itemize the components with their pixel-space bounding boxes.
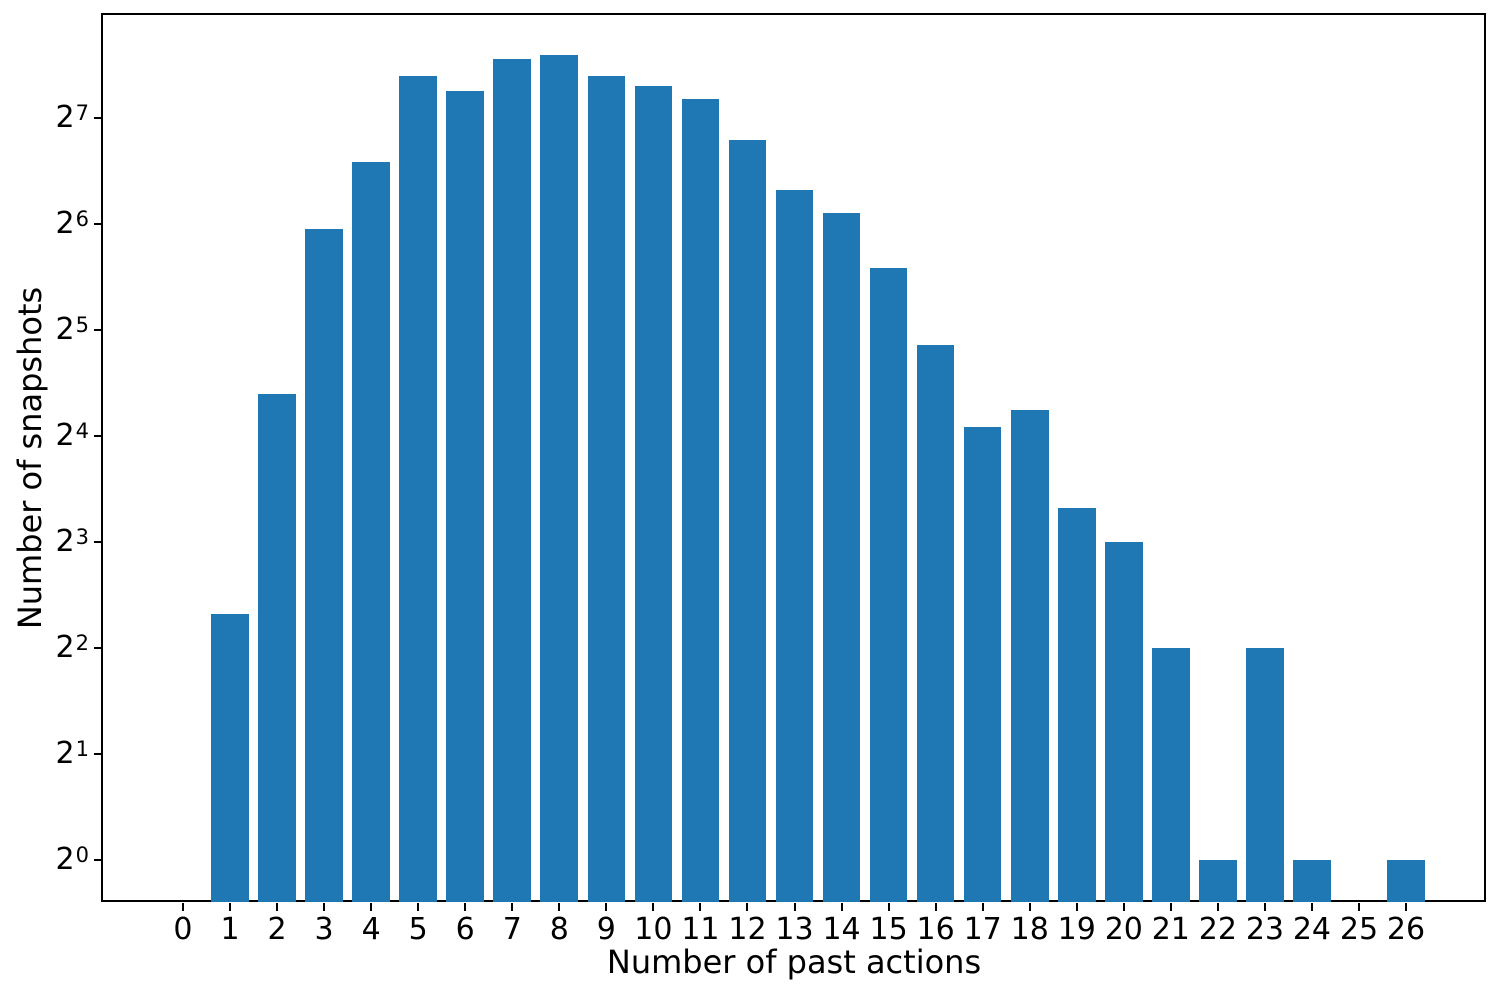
x-tick-label: 25 xyxy=(1339,912,1379,947)
x-tick-mark xyxy=(605,903,608,911)
x-tick-label: 17 xyxy=(963,912,1002,947)
x-tick-label: 20 xyxy=(1104,912,1143,947)
y-tick-label: 26 xyxy=(55,206,89,242)
y-tick-label: 21 xyxy=(55,736,89,772)
y-tick-label: 20 xyxy=(55,842,89,878)
bar xyxy=(1057,507,1096,902)
bar xyxy=(399,76,437,902)
x-tick-label: 1 xyxy=(220,912,240,947)
x-tick-label: 5 xyxy=(408,912,428,947)
y-tick-label: 24 xyxy=(55,418,89,454)
y-tick-label: 23 xyxy=(55,524,89,560)
y-tick-mark xyxy=(94,647,102,650)
x-tick-label: 7 xyxy=(502,912,522,947)
x-axis-title: Number of past actions xyxy=(606,943,982,981)
x-tick-label: 13 xyxy=(775,912,814,947)
x-tick-mark xyxy=(652,903,655,911)
bar xyxy=(916,345,955,902)
x-tick-mark xyxy=(370,903,373,911)
bar xyxy=(493,59,532,902)
x-tick-mark xyxy=(558,903,561,911)
bar xyxy=(258,394,296,902)
x-tick-mark xyxy=(887,903,890,911)
x-tick-label: 24 xyxy=(1292,912,1332,947)
y-tick-mark xyxy=(94,329,102,332)
bar xyxy=(1387,860,1425,902)
x-tick-mark xyxy=(511,903,514,911)
x-tick-label: 15 xyxy=(869,912,908,947)
x-tick-label: 26 xyxy=(1386,912,1426,947)
bar xyxy=(446,90,485,902)
x-tick-label: 2 xyxy=(267,912,287,947)
bar xyxy=(1152,648,1190,902)
y-tick-mark xyxy=(94,541,102,544)
x-tick-label: 0 xyxy=(173,912,193,947)
y-tick-mark xyxy=(94,223,102,226)
bar xyxy=(1104,542,1143,902)
x-tick-mark xyxy=(840,903,843,911)
y-tick-mark xyxy=(94,859,102,862)
bar xyxy=(1293,860,1331,902)
x-tick-label: 8 xyxy=(549,912,569,947)
x-tick-mark xyxy=(1169,903,1172,911)
x-tick-mark xyxy=(1028,903,1031,911)
x-tick-mark xyxy=(1310,903,1313,911)
x-tick-mark xyxy=(464,903,467,911)
x-tick-label: 11 xyxy=(681,912,720,947)
x-tick-label: 22 xyxy=(1198,912,1237,947)
bar xyxy=(211,613,249,902)
bar xyxy=(305,228,343,902)
x-tick-mark xyxy=(417,903,420,911)
bar xyxy=(822,212,861,902)
bar xyxy=(728,139,767,902)
bar xyxy=(963,426,1002,902)
x-tick-label: 14 xyxy=(822,912,861,947)
x-tick-label: 21 xyxy=(1151,912,1190,947)
x-tick-label: 18 xyxy=(1010,912,1049,947)
x-tick-label: 12 xyxy=(728,912,767,947)
bar xyxy=(775,189,814,902)
x-tick-mark xyxy=(323,903,326,911)
x-tick-mark xyxy=(1122,903,1125,911)
x-tick-label: 23 xyxy=(1245,912,1284,947)
x-tick-mark xyxy=(1263,903,1266,911)
x-tick-label: 6 xyxy=(455,912,475,947)
x-tick-label: 3 xyxy=(314,912,334,947)
x-tick-mark xyxy=(793,903,796,911)
x-tick-mark xyxy=(181,903,184,911)
x-tick-mark xyxy=(1405,903,1408,911)
x-tick-label: 19 xyxy=(1057,912,1096,947)
bar xyxy=(1246,648,1284,902)
x-tick-mark xyxy=(229,903,231,911)
y-tick-mark xyxy=(94,753,102,756)
x-tick-label: 10 xyxy=(634,912,673,947)
x-tick-mark xyxy=(1216,903,1219,911)
y-tick-label: 25 xyxy=(55,312,89,348)
bar xyxy=(540,55,579,902)
y-tick-label: 22 xyxy=(55,630,89,666)
bar xyxy=(681,98,720,902)
bar xyxy=(869,268,908,902)
y-axis-title: Number of snapshots xyxy=(11,286,49,630)
x-tick-mark xyxy=(746,903,749,911)
bar xyxy=(587,76,626,902)
x-tick-mark xyxy=(1357,903,1360,911)
y-tick-mark xyxy=(94,117,102,120)
x-tick-mark xyxy=(276,903,279,911)
x-tick-label: 9 xyxy=(596,912,616,947)
x-tick-label: 4 xyxy=(361,912,381,947)
x-tick-mark xyxy=(1075,903,1078,911)
x-tick-mark xyxy=(934,903,937,911)
bar xyxy=(1199,860,1237,902)
y-tick-mark xyxy=(94,435,102,438)
x-tick-mark xyxy=(981,903,984,911)
y-tick-label: 27 xyxy=(55,100,89,136)
bar xyxy=(1010,409,1049,902)
x-tick-label: 16 xyxy=(916,912,955,947)
bar xyxy=(634,85,673,902)
bar xyxy=(352,162,390,902)
x-tick-mark xyxy=(699,903,702,911)
